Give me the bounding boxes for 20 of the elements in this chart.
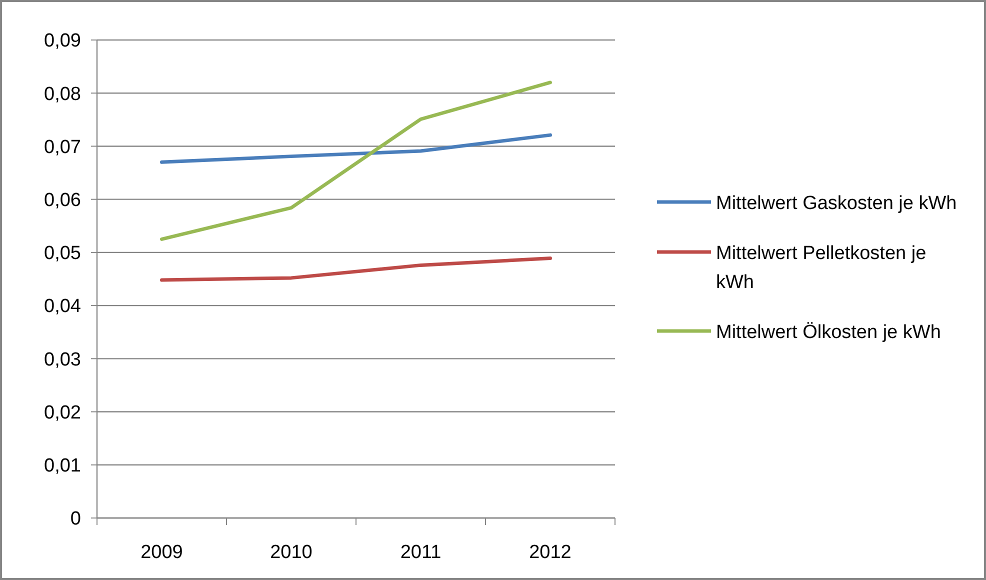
legend-label: Mittelwert Gaskosten je kWh <box>716 193 957 214</box>
y-tick-label: 0 <box>70 508 81 530</box>
y-tick-label: 0,08 <box>44 84 81 105</box>
y-tick-label: 0,04 <box>44 296 82 318</box>
y-tick-label: 0,07 <box>44 136 81 158</box>
y-tick-label: 0,03 <box>44 349 81 370</box>
x-tick-label: 2009 <box>140 542 183 563</box>
x-tick-label: 2012 <box>529 542 572 563</box>
x-tick-label: 2010 <box>270 542 312 563</box>
x-tick-label: 2011 <box>400 542 442 563</box>
line-series <box>160 80 552 241</box>
y-tick-label: 0,01 <box>44 456 81 477</box>
y-tick-label: 0,02 <box>44 402 81 424</box>
y-tick-label: 0,09 <box>44 30 81 52</box>
line-series <box>160 256 552 282</box>
legend-label: Mittelwert Pelletkosten je kWh <box>716 243 926 293</box>
line-series <box>160 133 552 164</box>
y-tick-label: 0,05 <box>44 243 81 264</box>
y-tick-label: 0,06 <box>44 190 81 211</box>
legend-label: Mittelwert Ölkosten je kWh <box>716 322 941 343</box>
